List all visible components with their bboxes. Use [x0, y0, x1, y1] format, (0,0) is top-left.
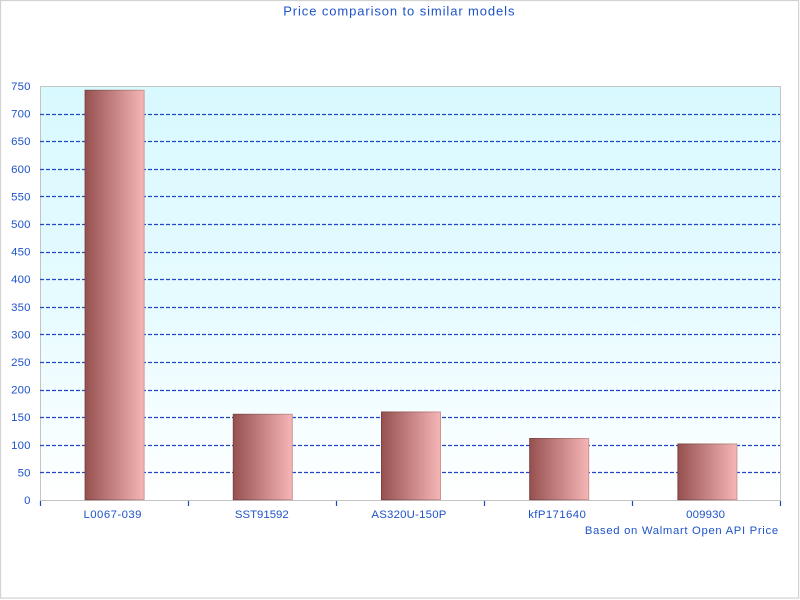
svg-text:500: 500 [11, 219, 31, 231]
svg-text:350: 350 [11, 302, 31, 314]
svg-text:300: 300 [11, 329, 31, 341]
svg-text:L0067-039: L0067-039 [84, 509, 142, 521]
svg-text:650: 650 [11, 136, 31, 148]
svg-text:50: 50 [18, 467, 31, 479]
svg-text:750: 750 [11, 81, 31, 93]
svg-text:Price comparison to similar mo: Price comparison to similar models [283, 4, 515, 19]
svg-text:200: 200 [11, 385, 31, 397]
svg-text:150: 150 [11, 412, 31, 424]
svg-text:AS320U-150P: AS320U-150P [371, 509, 446, 521]
svg-text:400: 400 [11, 274, 31, 286]
svg-text:250: 250 [11, 357, 31, 369]
svg-text:550: 550 [11, 191, 31, 203]
svg-text:600: 600 [11, 164, 31, 176]
svg-text:700: 700 [11, 109, 31, 121]
svg-text:kfP171640: kfP171640 [528, 509, 586, 521]
svg-text:009930: 009930 [686, 509, 725, 521]
svg-text:100: 100 [11, 440, 31, 452]
svg-text:450: 450 [11, 247, 31, 259]
svg-text:0: 0 [24, 495, 31, 507]
svg-text:SST91592: SST91592 [235, 509, 289, 521]
svg-text:Based on Walmart Open API Pric: Based on Walmart Open API Price [585, 525, 779, 537]
